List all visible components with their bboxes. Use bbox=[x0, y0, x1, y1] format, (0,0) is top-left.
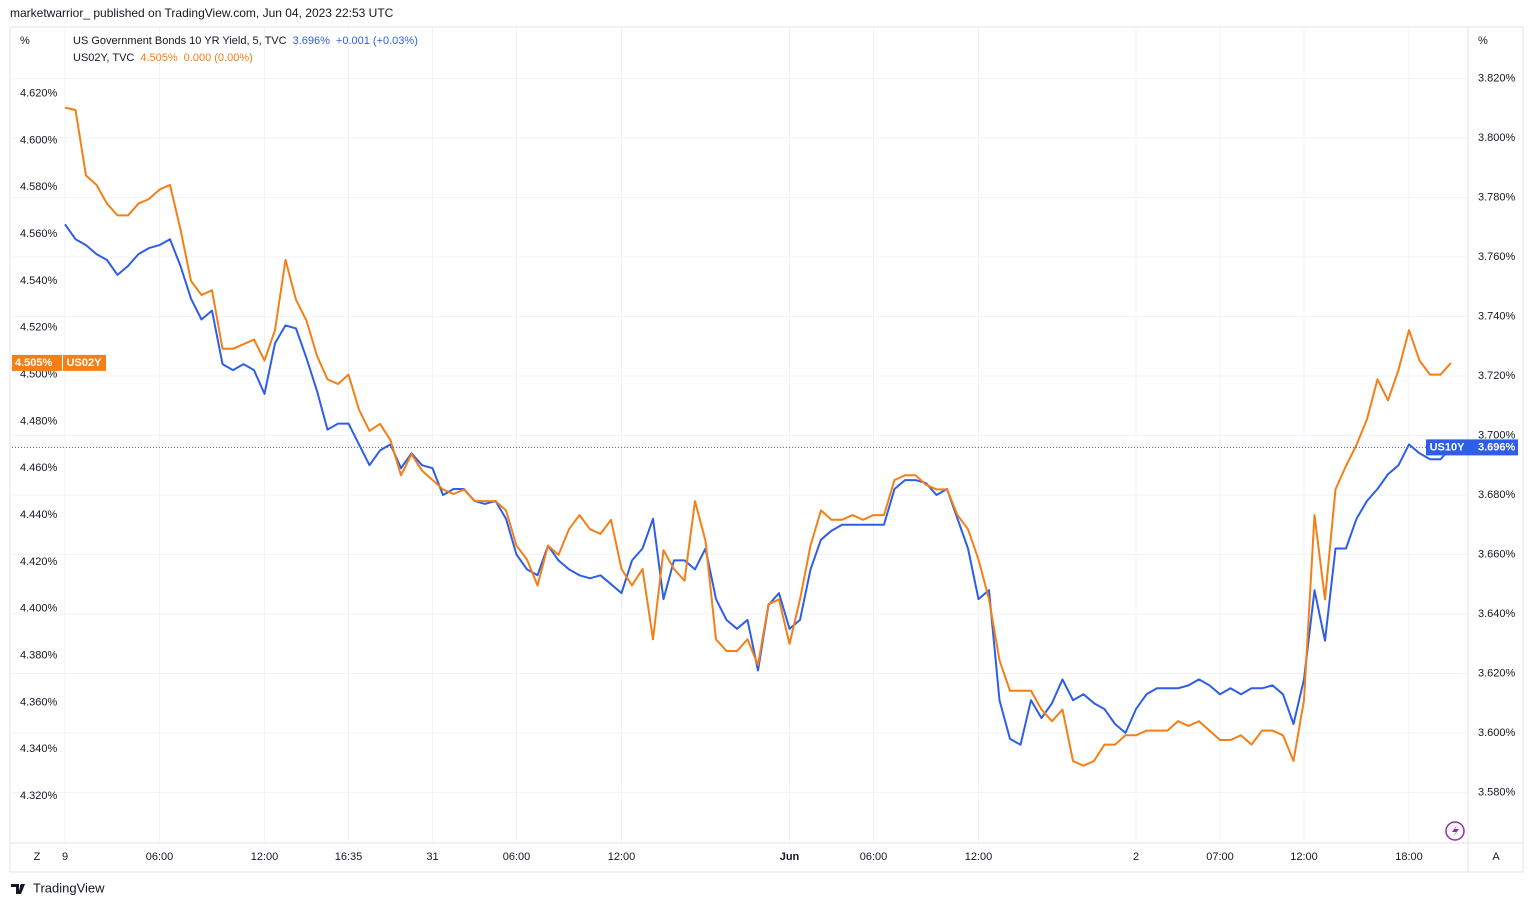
marks bbox=[12, 106, 1468, 767]
x-tick-label: 12:00 bbox=[1290, 851, 1318, 863]
y-tick-label: 4.400% bbox=[20, 603, 58, 615]
zoom-button-label[interactable]: Z bbox=[34, 851, 41, 863]
series-tag-bg bbox=[1426, 439, 1468, 456]
y2-tick-label: 3.820% bbox=[1478, 72, 1516, 84]
y-tick-label: 4.540% bbox=[20, 275, 58, 287]
series-tag-bg bbox=[63, 354, 106, 371]
x-tick-label: 2 bbox=[1133, 851, 1139, 863]
y2-tick-label: 3.680% bbox=[1478, 489, 1516, 501]
auto-button-label[interactable]: A bbox=[1492, 851, 1500, 863]
x-tick-label: 18:00 bbox=[1395, 851, 1423, 863]
y2-unit: % bbox=[1478, 35, 1488, 47]
y2-tick-label: 3.600% bbox=[1478, 727, 1516, 739]
y-tick-label: 4.480% bbox=[20, 415, 58, 427]
y2-tick-label: 3.700% bbox=[1478, 429, 1516, 441]
y-tick-label: 4.620% bbox=[20, 87, 58, 99]
series-tag: US10Y bbox=[1430, 441, 1466, 453]
last-value-tag-bg bbox=[12, 354, 62, 371]
x-tick-label: 16:35 bbox=[335, 851, 363, 863]
legend-name: US02Y, TVC bbox=[73, 52, 134, 64]
x-tick-label: 12:00 bbox=[251, 851, 279, 863]
y-tick-label: 4.340% bbox=[20, 743, 58, 755]
x-tick-label: 12:00 bbox=[608, 851, 636, 863]
y-tick-label: 4.600% bbox=[20, 134, 58, 146]
labels: 4.320% 4.340% 4.360% 4.380% 4.400% 4.420% 4.44… bbox=[12, 72, 1518, 863]
x-tick-label: Jun bbox=[780, 851, 800, 863]
y2-tick-label: 3.740% bbox=[1478, 310, 1516, 322]
y-tick-label: 4.440% bbox=[20, 509, 58, 521]
grid bbox=[12, 28, 1468, 843]
y2-tick-label: 3.760% bbox=[1478, 251, 1516, 263]
y-tick-label: 4.580% bbox=[20, 181, 58, 193]
header: marketwarrior_ published on TradingView.… bbox=[10, 6, 394, 20]
y-tick-label: 4.500% bbox=[20, 369, 58, 381]
y2-tick-label: 3.800% bbox=[1478, 132, 1516, 144]
y2-tick-label: 3.780% bbox=[1478, 191, 1516, 203]
series-tag: US02Y bbox=[67, 357, 103, 369]
zoom-button[interactable] bbox=[28, 848, 46, 866]
last-value-tag: 4.505% bbox=[15, 357, 53, 369]
legend-value: 4.505% bbox=[140, 52, 178, 64]
last-value-tag-bg bbox=[1468, 439, 1518, 456]
x-tick-label: 12:00 bbox=[965, 851, 993, 863]
x-tick-label: 06:00 bbox=[503, 851, 531, 863]
y2-tick-label: 3.580% bbox=[1478, 786, 1516, 798]
y-tick-label: 4.460% bbox=[20, 462, 58, 474]
x-tick-label: 9 bbox=[62, 851, 68, 863]
legend-change: +0.001 (+0.03%) bbox=[336, 35, 418, 47]
y2-tick-label: 3.620% bbox=[1478, 667, 1516, 679]
y2-tick-label: 3.640% bbox=[1478, 608, 1516, 620]
lightning-icon[interactable] bbox=[1445, 821, 1465, 841]
y2-tick-label: 3.720% bbox=[1478, 370, 1516, 382]
y-tick-label: 4.420% bbox=[20, 556, 58, 568]
last-value-tag: 3.696% bbox=[1478, 441, 1516, 453]
y-tick-label: 4.520% bbox=[20, 322, 58, 334]
legend-change: 0.000 (0.00%) bbox=[184, 52, 253, 64]
y-tick-label: 4.360% bbox=[20, 696, 58, 708]
series-line bbox=[64, 106, 1452, 767]
y-tick-label: 4.320% bbox=[20, 790, 58, 802]
y2-tick-label: 3.660% bbox=[1478, 548, 1516, 560]
x-tick-label: 31 bbox=[426, 851, 438, 863]
footer-brand: TradingView bbox=[33, 880, 105, 895]
legend-value: 3.696% bbox=[293, 35, 331, 47]
x-tick-label: 07:00 bbox=[1206, 851, 1234, 863]
x-tick-label: 06:00 bbox=[146, 851, 174, 863]
x-tick-label: 06:00 bbox=[860, 851, 888, 863]
legend-name: US Government Bonds 10 YR Yield, 5, TVC bbox=[73, 35, 287, 47]
y-tick-label: 4.380% bbox=[20, 650, 58, 662]
y-unit: % bbox=[20, 35, 30, 47]
tv-logo bbox=[11, 884, 25, 894]
series-line bbox=[64, 223, 1452, 746]
y-tick-label: 4.560% bbox=[20, 228, 58, 240]
